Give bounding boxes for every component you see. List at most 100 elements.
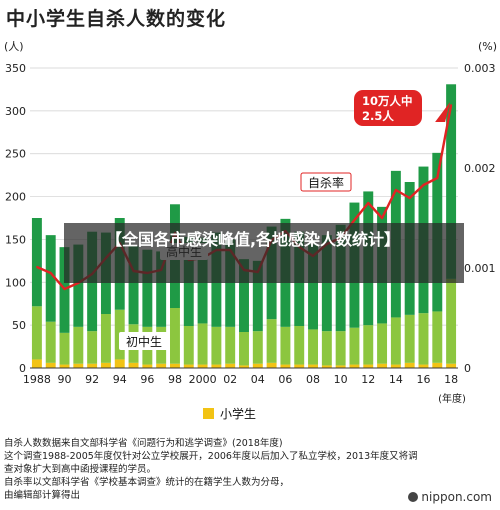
suicide-rate-point: [408, 197, 411, 199]
x-tick-label: 10: [334, 373, 348, 386]
nippon-logo-icon: [408, 492, 419, 502]
label-box-suicide-rate: [300, 172, 352, 192]
x-tick-label: 90: [58, 373, 72, 386]
y-tick-label: 300: [5, 105, 26, 118]
bar-elementary: [239, 365, 249, 368]
suicide-rate-point: [381, 217, 383, 219]
suicide-rate-point: [353, 219, 356, 221]
bar-junior-high: [252, 331, 263, 364]
suicide-rate-point: [394, 189, 397, 191]
bar-junior-high: [294, 326, 305, 365]
bar-elementary: [321, 365, 332, 368]
suicide-rate-point: [450, 104, 452, 106]
bar-junior-high: [363, 325, 374, 365]
bar-high-school: [142, 249, 153, 327]
bar-high-school: [45, 235, 56, 322]
bar-elementary: [45, 362, 56, 368]
bar-junior-high: [211, 326, 222, 365]
bar-high-school: [308, 244, 319, 330]
bar-high-school: [73, 244, 84, 327]
chart-title: 中小学生自杀人数的变化: [6, 8, 227, 30]
bar-junior-high: [446, 278, 457, 364]
bar-elementary: [266, 362, 277, 368]
callout-line-2: 2.5人: [362, 109, 394, 123]
bar-junior-high: [390, 317, 401, 365]
suicide-rate-point: [49, 272, 52, 274]
bar-junior-high: [225, 326, 236, 364]
bar-high-school: [31, 218, 42, 307]
bar-junior-high: [404, 314, 415, 363]
bar-junior-high: [183, 326, 194, 365]
y-tick-label: 50: [12, 319, 26, 332]
bar-junior-high: [100, 314, 111, 363]
bar-junior-high: [308, 329, 319, 365]
y2-tick-label: 0.001: [464, 262, 496, 275]
suicide-rate-point: [63, 288, 66, 290]
y2-axis-label: (%): [478, 40, 497, 53]
bar-junior-high: [31, 306, 42, 360]
x-tick-label: 06: [278, 373, 292, 386]
bar-junior-high: [87, 331, 98, 364]
callout-box: [354, 90, 422, 126]
label-suicide-rate: 自杀率: [308, 175, 344, 190]
bar-elementary: [183, 364, 194, 368]
bar-junior-high: [321, 331, 332, 366]
y-tick-label: 150: [5, 233, 26, 246]
bar-elementary: [446, 363, 457, 368]
bar-junior-high: [349, 327, 360, 365]
bar-junior-high: [239, 332, 249, 366]
x-tick-label: 16: [416, 373, 430, 386]
callout-pointer: [435, 102, 451, 122]
bar-junior-high: [59, 332, 70, 365]
callout-line-1: 10万人中: [362, 94, 413, 108]
bar-high-school: [446, 84, 457, 279]
x-tick-label: 96: [140, 373, 154, 386]
bar-elementary: [100, 362, 111, 368]
bar-elementary: [211, 364, 222, 368]
y-tick-label: 100: [5, 276, 26, 289]
source-note-5: 由编辑部计算得出: [4, 490, 81, 501]
x-tick-label: 02: [223, 373, 237, 386]
x-axis-label: (年度): [438, 392, 466, 405]
bar-elementary: [114, 359, 125, 368]
bar-high-school: [321, 235, 332, 332]
bar-elementary: [363, 364, 374, 368]
bar-elementary: [404, 362, 415, 368]
source-note-1: 自杀人数数据来自文部科学省《问题行为和逃学调查》(2018年度): [4, 438, 283, 449]
bar-high-school: [252, 260, 263, 332]
y-tick-label: 0: [19, 362, 26, 375]
x-tick-label: 1988: [23, 373, 51, 386]
suicide-rate-point: [422, 184, 425, 186]
y-tick-label: 350: [5, 62, 26, 75]
overlay-banner: [64, 223, 464, 283]
legend-label-elementary: 小学生: [220, 406, 256, 421]
y-tick-label: 200: [5, 191, 26, 204]
bar-junior-high: [418, 313, 429, 365]
x-tick-label: 04: [251, 373, 265, 386]
bar-junior-high: [45, 321, 56, 363]
bar-elementary: [59, 364, 70, 368]
bar-elementary: [225, 363, 236, 368]
x-tick-label: 14: [389, 373, 403, 386]
x-tick-label: 92: [85, 373, 99, 386]
y-axis-label: (人): [4, 40, 24, 53]
x-tick-label: 12: [361, 373, 375, 386]
x-tick-label: 18: [444, 373, 458, 386]
bar-elementary: [349, 364, 360, 368]
bar-elementary: [280, 364, 291, 368]
bar-elementary: [335, 365, 346, 368]
bar-elementary: [73, 363, 84, 368]
legend-swatch-elementary: [203, 408, 214, 419]
bar-elementary: [87, 363, 98, 368]
label-junior-high: 初中生: [126, 334, 162, 349]
bar-elementary: [156, 363, 167, 368]
x-tick-label: 2000: [189, 373, 217, 386]
bar-elementary: [377, 363, 388, 368]
bar-junior-high: [73, 326, 84, 364]
suicide-rate-point: [367, 202, 370, 204]
bar-elementary: [169, 363, 180, 368]
x-tick-label: 08: [306, 373, 320, 386]
bar-elementary: [418, 364, 429, 368]
publisher-logo: nippon.com: [408, 490, 492, 504]
bar-high-school: [239, 259, 249, 332]
